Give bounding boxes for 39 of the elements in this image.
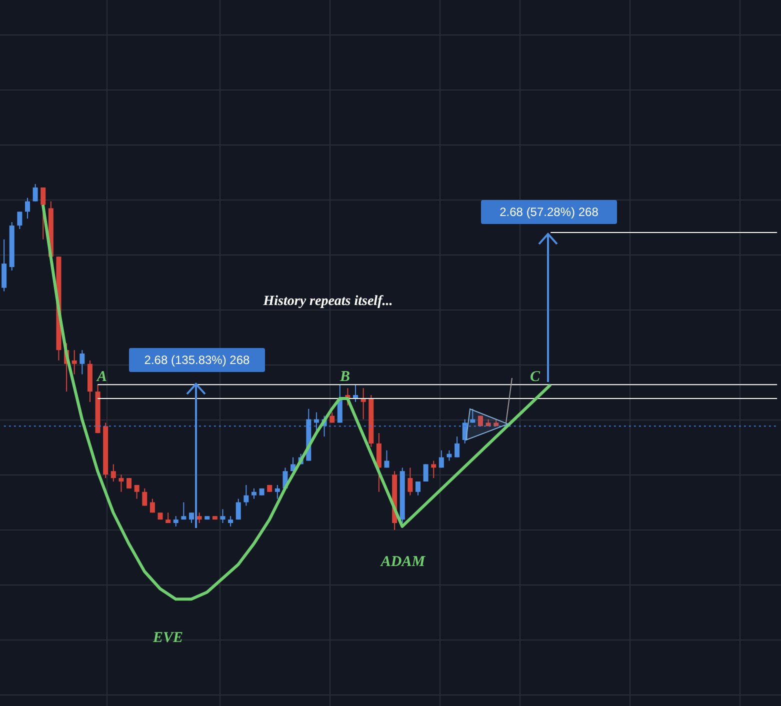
candlestick [384,450,390,468]
candlestick [24,197,30,220]
candlestick [274,484,280,500]
candlestick [228,516,234,527]
candlestick [408,467,413,496]
candlestick [72,350,77,375]
candlestick [438,450,444,468]
candlestick [181,502,186,520]
candlestick [118,474,124,492]
annotation: C [530,369,541,385]
candlestick [423,464,428,482]
candlestick [244,484,249,506]
text: EVE [152,630,184,646]
annotation: 2.68 (57.28%) 268 [500,205,599,219]
annotation: A [96,369,108,385]
candlestick [196,512,202,524]
annotation: History repeats itself... [262,294,393,309]
candlestick [189,512,194,524]
candlestick [80,350,85,375]
candlestick [462,418,468,444]
candlestick [134,484,140,500]
candlestick [454,436,460,458]
annotation: 2.68 (135.83%) 268 [144,353,250,367]
annotation: B [338,369,350,385]
candlestick [236,498,241,520]
candlestick [415,481,420,496]
candlestick [32,184,38,202]
candlestick [150,498,155,514]
candlestick [173,516,178,527]
candlestick [17,211,22,230]
candlestick [446,450,452,462]
candlestick [431,460,436,479]
candlestick [110,464,116,482]
text: ADAM [380,554,426,570]
candlestick [251,488,256,500]
candlestick [220,508,226,524]
candlestick [470,408,476,424]
candlestick [126,478,132,489]
candlestick [142,488,148,506]
